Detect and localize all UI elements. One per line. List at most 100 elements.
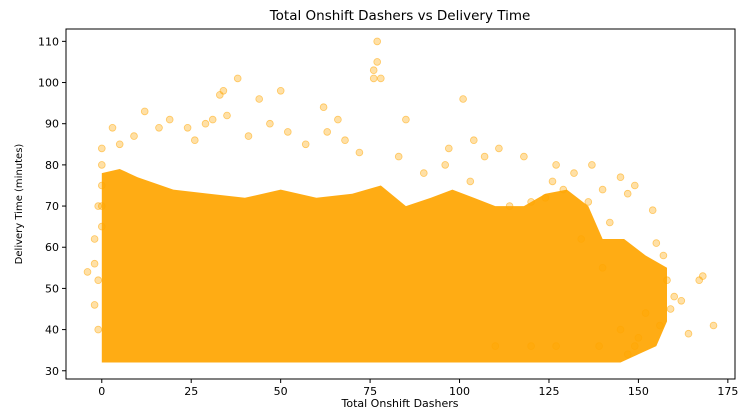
scatter-points [83, 37, 718, 359]
scatter-point [709, 321, 718, 330]
scatter-point [495, 144, 503, 153]
scatter-point [652, 239, 661, 247]
scatter-point [616, 173, 625, 182]
scatter-point [656, 321, 664, 330]
scatter-point [276, 87, 285, 95]
scatter-point [83, 268, 92, 276]
scatter-point [595, 342, 603, 350]
scatter-point [255, 95, 264, 103]
scatter-point [191, 136, 199, 145]
scatter-point [559, 185, 568, 194]
scatter-point [441, 161, 450, 169]
scatter-point [108, 124, 117, 132]
y-tick-label: 50 [45, 282, 59, 295]
x-tick-label: 25 [184, 385, 198, 398]
y-tick-label: 70 [45, 200, 59, 213]
y-tick-label: 80 [45, 159, 59, 172]
scatter-point [223, 111, 231, 120]
y-tick-label: 30 [45, 365, 59, 378]
scatter-point [369, 66, 378, 74]
y-tick-label: 100 [38, 77, 59, 90]
scatter-point [155, 124, 163, 132]
scatter-point [266, 119, 274, 128]
scatter-point [208, 115, 217, 124]
scatter-point [373, 37, 382, 46]
scatter-point [663, 276, 671, 285]
scatter-point [319, 103, 328, 111]
scatter-point [334, 115, 342, 124]
scatter-point [623, 350, 632, 359]
scatter-point [98, 161, 106, 169]
scatter-point [165, 115, 174, 124]
plot-frame [65, 28, 736, 380]
scatter-point [115, 140, 124, 149]
scatter-point [641, 309, 650, 317]
x-tick-label: 0 [98, 385, 105, 398]
scatter-point [283, 128, 292, 136]
point-cloud-area [101, 169, 668, 363]
scatter-point [323, 128, 332, 136]
scatter-point [98, 181, 106, 190]
scatter-point [140, 107, 149, 116]
chart-title: Total Onshift Dashers vs Delivery Time [269, 8, 531, 24]
scatter-point [216, 91, 224, 99]
x-tick-label: 175 [717, 385, 738, 398]
scatter-point [527, 342, 535, 350]
x-tick-label: 125 [538, 385, 559, 398]
scatter-point [355, 148, 364, 157]
scatter-point [505, 202, 514, 210]
scatter-point [466, 177, 475, 186]
scatter-point [616, 325, 625, 334]
scatter-point [94, 276, 102, 285]
scatter-point [684, 329, 693, 338]
scatter-point [630, 342, 639, 350]
x-axis-label: Total Onshift Dashers [341, 397, 459, 410]
x-tick-label: 50 [274, 385, 288, 398]
scatter-point [598, 185, 607, 194]
scatter-point [459, 95, 467, 103]
x-tick-label: 100 [449, 385, 470, 398]
scatter-point [698, 272, 707, 280]
scatter-point [588, 161, 596, 169]
scatter-point [394, 152, 403, 161]
scatter-point [469, 136, 478, 145]
scatter-point [527, 198, 535, 206]
scatter-point [301, 140, 310, 149]
scatter-point [541, 194, 550, 202]
scatter-point [369, 74, 378, 83]
scatter-point [659, 251, 668, 260]
scatter-point [648, 206, 657, 215]
scatter-point [201, 119, 210, 128]
scatter-point [570, 169, 578, 177]
scatter-point [677, 296, 686, 305]
scatter-point [419, 169, 428, 177]
scatter-point [584, 198, 593, 206]
scatter-point [183, 124, 192, 132]
scatter-point [623, 189, 632, 198]
scatter-point [98, 222, 106, 231]
scatter-point [444, 144, 453, 153]
scatter-point [376, 74, 385, 83]
scatter-point [98, 202, 106, 210]
scatter-point [90, 235, 99, 243]
scatter-point [520, 152, 528, 161]
scatter-point [233, 74, 242, 83]
y-axis-ticks: 30 40 50 60 70 80 90 100 110 [38, 35, 66, 378]
scatter-point [670, 292, 678, 301]
scatter-point [598, 263, 607, 272]
scatter-point [491, 342, 500, 350]
x-axis-ticks: 0 25 50 75 100 125 150 175 [98, 379, 738, 398]
scatter-point [480, 152, 489, 161]
y-axis-label: Delivery Time (minutes) [14, 144, 25, 265]
scatter-point [402, 115, 410, 124]
x-tick-label: 75 [363, 385, 377, 398]
scatter-point [552, 161, 560, 169]
y-tick-label: 110 [38, 35, 59, 48]
y-tick-label: 40 [45, 324, 59, 337]
scatter-point [90, 259, 99, 268]
scatter-point [341, 136, 349, 145]
scatter-point [552, 342, 560, 350]
scatter-point [244, 132, 253, 140]
scatter-point [630, 181, 639, 190]
